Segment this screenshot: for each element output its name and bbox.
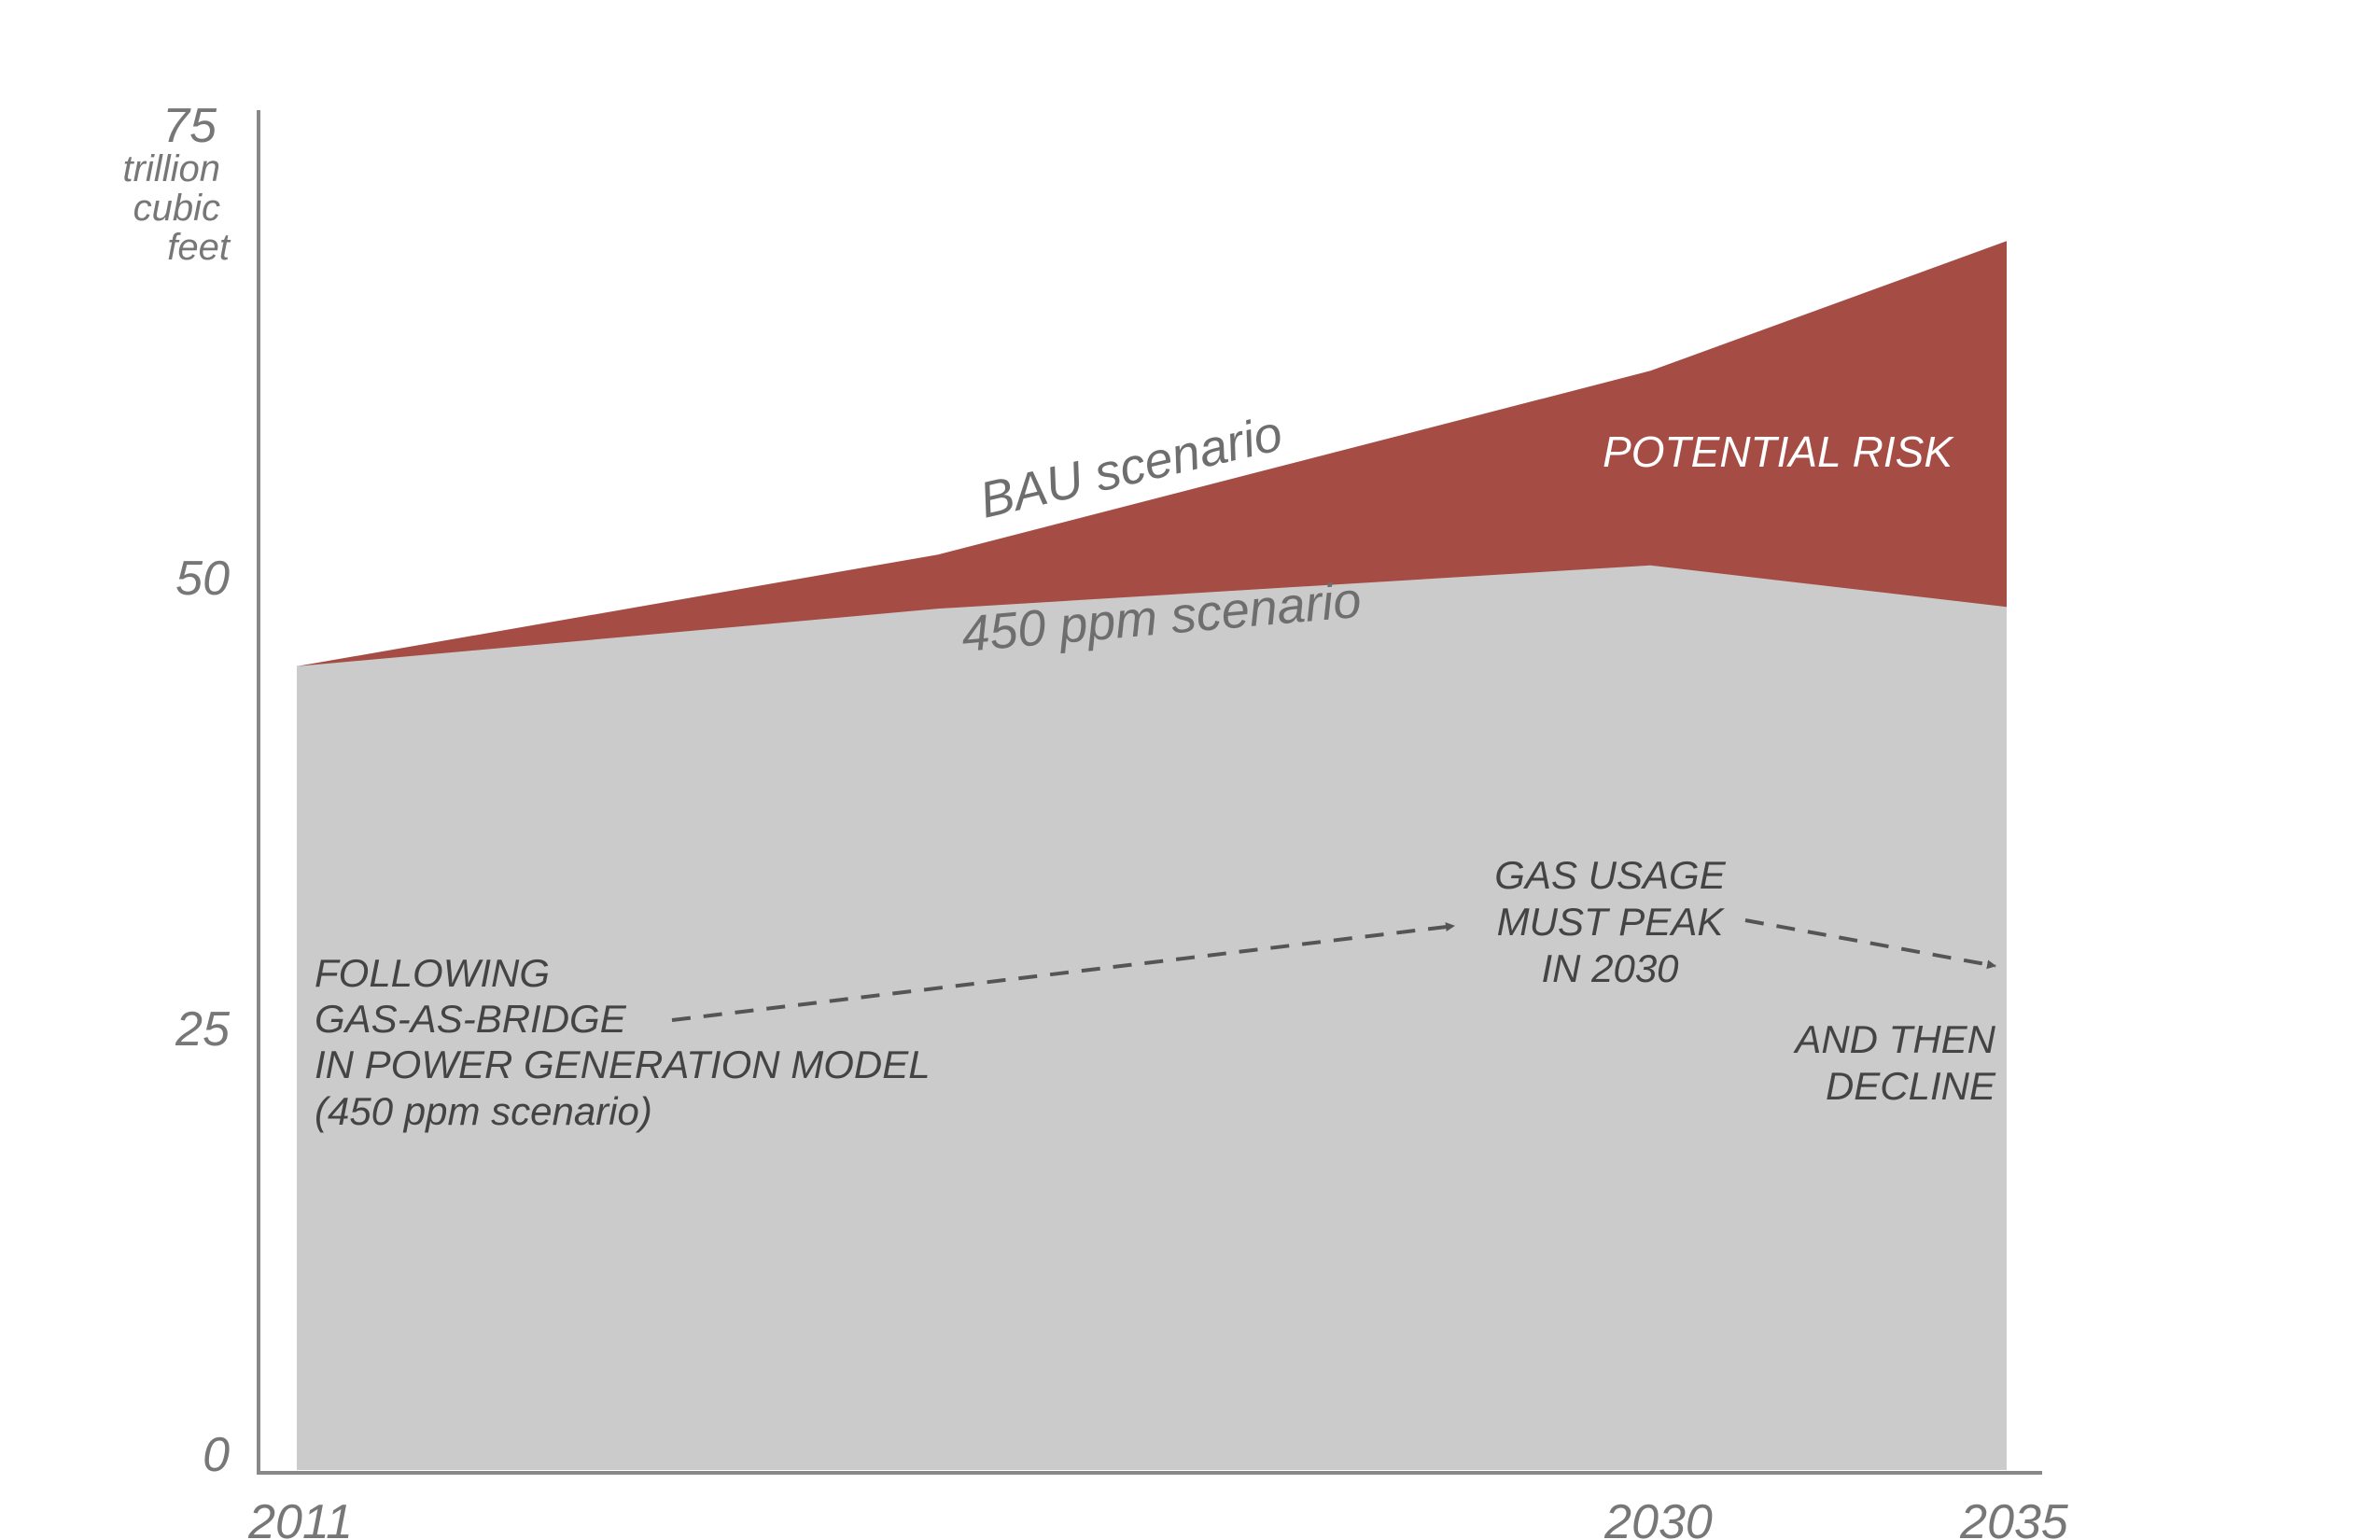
x-tick-label-2035: 2035 <box>1959 1495 2069 1540</box>
annotation-peak-line-2: MUST PEAK <box>1497 900 1726 944</box>
potential-risk-label: POTENTIAL RISK <box>1603 427 1954 476</box>
annotation-following-line-1: FOLLOWING <box>315 951 550 995</box>
x-tick-label-2011: 2011 <box>247 1495 353 1540</box>
y-unit-line-2: cubic <box>133 188 220 229</box>
annotation-following-line-3: IN POWER GENERATION MODEL <box>315 1043 931 1086</box>
annotation-decline-line-1: AND THEN <box>1792 1017 1995 1061</box>
arrow-to-peak <box>671 922 1455 1022</box>
annotation-following-line-2: GAS-AS-BRIDGE <box>315 997 627 1041</box>
y-tick-label-0: 0 <box>203 1428 230 1482</box>
y-unit-line-1: trillion <box>123 148 220 189</box>
y-tick-label-75: 75 <box>162 99 217 153</box>
y-tick-label-25: 25 <box>175 1002 231 1057</box>
annotation-peak-line-1: GAS USAGE <box>1494 853 1726 897</box>
x-tick-label-2030: 2030 <box>1603 1495 1713 1540</box>
arrow-to-decline <box>1744 918 1996 970</box>
450-ppm-scenario-area <box>297 565 2007 1470</box>
y-tick-label-50: 50 <box>175 552 230 606</box>
annotation-following-line-4: (450 ppm scenario) <box>315 1089 652 1133</box>
annotation-peak-line-3: IN 2030 <box>1541 946 1679 990</box>
annotation-decline-line-2: DECLINE <box>1826 1064 1996 1108</box>
y-unit-line-3: feet <box>167 227 231 268</box>
